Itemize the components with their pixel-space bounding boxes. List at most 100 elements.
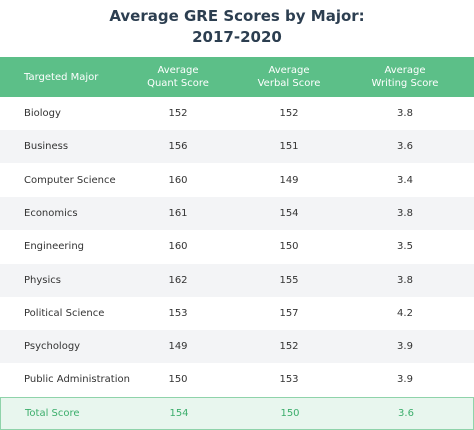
table-cell: 3.9 [345,363,465,396]
table-row: Engineering 160 150 3.5 [0,230,474,263]
table-cell: Physics [24,264,144,297]
table-cell: 153 [118,297,238,330]
total-cell: 3.6 [346,398,466,429]
header-cell: Targeted Major [24,57,144,97]
header-text: Average [157,65,199,76]
table-cell: 3.8 [345,97,465,130]
header-text: Quant Score [147,78,209,89]
table-cell: 149 [118,330,238,363]
table-cell: 161 [118,197,238,230]
score: 3.9 [397,341,413,353]
table-cell: 157 [229,297,349,330]
table-cell: 3.8 [345,197,465,230]
header-text: Average [384,65,426,76]
total-score: 154 [169,407,189,419]
major-name: Psychology [24,341,81,353]
score: 151 [279,141,299,153]
score: 149 [279,174,299,186]
table-cell: 162 [118,264,238,297]
score: 3.5 [397,241,413,253]
total-cell: 150 [230,398,350,429]
header-text: Targeted Major [24,71,99,83]
score: 160 [168,174,188,186]
table-cell: 154 [229,197,349,230]
table-cell: 155 [229,264,349,297]
table-cell: 3.8 [345,264,465,297]
score: 3.8 [397,108,413,119]
score: 3.6 [397,141,413,153]
score: 150 [168,374,188,386]
header-cell: Average Writing Score [345,57,465,97]
table-cell: 151 [229,130,349,163]
score: 150 [279,241,299,253]
total-score: 3.6 [398,407,414,419]
score: 149 [168,341,188,353]
table-cell: 160 [118,230,238,263]
header-cell: Average Verbal Score [229,57,349,97]
table-row: Computer Science 160 149 3.4 [0,164,474,197]
major-name: Engineering [24,241,84,253]
header-text: Verbal Score [257,78,321,89]
score: 152 [168,108,188,119]
header-row: Targeted Major Average Quant Score Average V… [0,57,474,97]
table-cell: Business [24,130,144,163]
total-cell: Total Score [25,398,145,429]
table-row: Business 156 151 3.6 [0,130,474,164]
header-cell: Average Quant Score [118,57,238,97]
total-label: Total Score [25,407,80,419]
major-name: Political Science [24,307,105,319]
table-cell: 3.5 [345,230,465,263]
score: 153 [168,307,188,319]
score: 156 [168,141,188,153]
table-cell: 3.4 [345,164,465,197]
score: 3.9 [397,374,413,386]
score: 152 [279,108,299,119]
score: 152 [279,341,299,353]
score: 3.8 [397,207,413,219]
table-cell: Engineering [24,230,144,263]
score: 160 [168,241,188,253]
table-row: Physics 162 155 3.8 [0,263,474,297]
table-cell: Biology [24,97,144,130]
table-cell: Economics [24,197,144,230]
title: Average GRE Scores by Major: 2017-2020 [0,6,474,48]
table-cell: 156 [118,130,238,163]
table-cell: 149 [229,164,349,197]
table-row: Psychology 149 152 3.9 [0,330,474,364]
score: 161 [168,207,188,219]
table-row: Political Science 153 157 4.2 [0,297,474,330]
major-name: Public Administration [24,374,130,386]
major-name: Business [24,141,69,153]
table-cell: 152 [229,97,349,130]
header-text: Writing Score [371,78,439,89]
score: 154 [279,207,299,219]
major-name: Physics [24,274,61,286]
table-cell: 160 [118,164,238,197]
total-row: Total Score 154 150 3.6 [0,396,474,430]
table-cell: 3.9 [345,330,465,363]
table-cell: 150 [118,363,238,396]
score: 3.4 [397,174,413,186]
major-name: Economics [24,207,78,219]
table-cell: Computer Science [24,164,144,197]
score: 157 [279,307,299,319]
title-line: Average GRE Scores by Major: [109,7,365,25]
score: 162 [168,274,188,286]
score: 155 [279,274,299,286]
table-cell: Public Administration [24,363,144,396]
table-cell: Psychology [24,330,144,363]
major-name: Biology [24,108,61,119]
table-cell: 152 [229,330,349,363]
table-cell: Political Science [24,297,144,330]
score: 4.2 [397,307,413,319]
table-row: Public Administration 150 153 3.9 [0,363,474,396]
total-score: 150 [280,407,300,419]
table-row: Economics 161 154 3.8 [0,196,474,230]
table-cell: 3.6 [345,130,465,163]
table-row: Biology 152 152 3.8 [0,97,474,130]
major-name: Computer Science [24,174,116,186]
total-cell: 154 [119,398,239,429]
table-cell: 4.2 [345,297,465,330]
score: 153 [279,374,299,386]
